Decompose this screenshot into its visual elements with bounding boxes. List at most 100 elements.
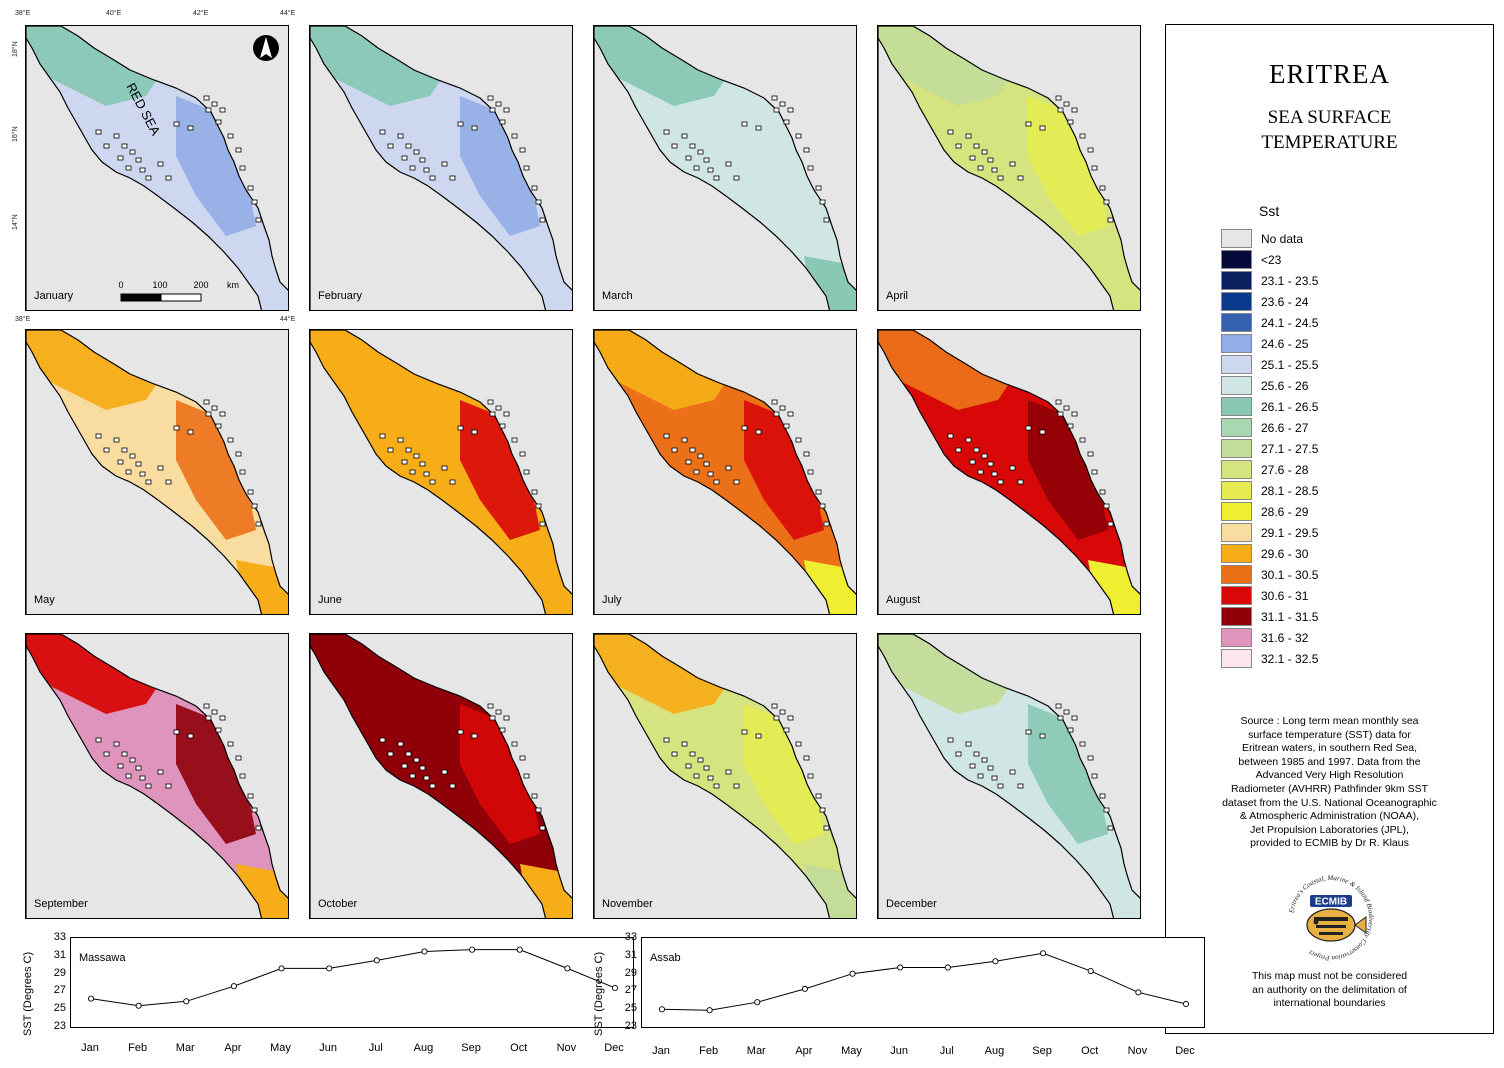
series-line — [90, 949, 616, 1007]
chart-station-name: Massawa — [79, 952, 126, 964]
source-line: Eritrean waters, in southern Red Sea, — [1241, 742, 1418, 755]
legend-swatch — [1221, 292, 1252, 311]
month-label: November — [602, 898, 653, 910]
x-tick-label: Jun — [319, 1042, 338, 1054]
legend-item: 31.1 - 31.5 — [1221, 606, 1318, 627]
data-point — [611, 984, 619, 992]
x-tick-label: Jul — [368, 1042, 383, 1054]
map-february: February — [309, 25, 573, 311]
map-march: March — [593, 25, 857, 311]
x-tick-label: Mar — [175, 1042, 195, 1054]
legend-swatch — [1221, 418, 1252, 437]
source-line: dataset from the U.S. National Oceanogra… — [1222, 796, 1437, 809]
data-point — [944, 964, 951, 971]
legend-title: Sst — [1259, 203, 1280, 219]
y-tick-label: 25 — [624, 1002, 637, 1015]
scale-label: km — [227, 280, 239, 290]
lon-label-44-mid: 44°E — [280, 316, 296, 323]
y-tick-label: 33 — [53, 931, 66, 943]
data-point — [326, 965, 333, 972]
legend-item: No data — [1221, 228, 1303, 249]
legend-swatch — [1221, 334, 1252, 353]
legend-label: 29.6 - 30 — [1261, 546, 1309, 561]
disclaimer-note: This map must not be considered an author… — [1176, 970, 1483, 1011]
legend-label: 28.1 - 28.5 — [1261, 483, 1319, 498]
legend-item: 25.6 - 26 — [1221, 375, 1308, 396]
x-tick-label: Aug — [413, 1042, 434, 1054]
lon-label-38: 38°E — [15, 10, 31, 17]
data-point — [1182, 1000, 1190, 1008]
legend-swatch — [1221, 565, 1252, 584]
x-tick-label: Apr — [795, 1045, 813, 1057]
legend-label: 26.6 - 27 — [1261, 420, 1309, 435]
x-tick-label: Mar — [746, 1045, 766, 1057]
legend-label: 32.1 - 32.5 — [1261, 651, 1319, 666]
month-label: June — [318, 594, 342, 606]
lat-label-18: 18°N — [12, 41, 19, 57]
disclaimer-line: This map must not be considered — [1251, 970, 1408, 982]
legend-swatch — [1221, 313, 1252, 332]
map-december: December — [877, 633, 1141, 919]
month-label: September — [34, 898, 88, 910]
legend-item: 23.6 - 24 — [1221, 291, 1308, 312]
scale-bar: 0 100 200 km — [118, 280, 239, 302]
north-arrow-icon — [253, 35, 279, 61]
month-label: December — [886, 898, 937, 910]
legend-label: 24.6 - 25 — [1261, 336, 1309, 351]
y-axis-label: SST (Degrees C) — [22, 951, 34, 1036]
data-point — [992, 958, 999, 965]
month-label: July — [602, 594, 622, 606]
map-october: October — [309, 633, 573, 919]
legend-swatch — [1221, 250, 1252, 269]
legend-swatch — [1221, 439, 1252, 458]
map-june: June — [309, 329, 573, 615]
map-november: November — [593, 633, 857, 919]
legend-item: 27.1 - 27.5 — [1221, 438, 1318, 459]
month-label: March — [602, 290, 633, 302]
legend-item: 30.6 - 31 — [1221, 585, 1308, 606]
month-label: April — [886, 290, 909, 302]
data-point — [421, 948, 428, 955]
scale-label: 200 — [193, 280, 208, 290]
ecmib-logo: Eritrea's Coastal, Marine & Island Biodi… — [1287, 874, 1375, 962]
legend-swatch — [1221, 355, 1252, 374]
scale-label: 0 — [118, 280, 123, 290]
x-tick-label: Oct — [510, 1042, 528, 1054]
month-label: August — [886, 594, 921, 606]
x-tick-label: Apr — [224, 1042, 242, 1054]
legend-label: 25.1 - 25.5 — [1261, 357, 1319, 372]
map-july: July — [593, 329, 857, 615]
legend-label: No data — [1261, 231, 1304, 246]
x-tick-label: May — [841, 1045, 862, 1057]
source-note: Source : Long term mean monthly sea surfa… — [1176, 715, 1483, 851]
legend-label: 31.6 - 32 — [1261, 630, 1309, 645]
legend-item: 31.6 - 32 — [1221, 627, 1308, 648]
legend-item: 24.1 - 24.5 — [1221, 312, 1318, 333]
map-september: September — [25, 633, 289, 919]
legend-label: 28.6 - 29 — [1261, 504, 1309, 519]
x-tick-label: Nov — [1127, 1045, 1148, 1057]
subtitle-line-2: TEMPERATURE — [1261, 132, 1398, 153]
legend-item: 27.6 - 28 — [1221, 459, 1308, 480]
x-tick-label: Feb — [699, 1045, 719, 1057]
legend-swatch — [1221, 376, 1252, 395]
legend-label: 23.6 - 24 — [1261, 294, 1309, 309]
x-tick-label: Jan — [652, 1045, 670, 1057]
x-tick-label: Jun — [890, 1045, 909, 1057]
legend-item: 26.6 - 27 — [1221, 417, 1308, 438]
map-april: April — [877, 25, 1141, 311]
legend-label: 27.6 - 28 — [1261, 462, 1309, 477]
legend-swatch — [1221, 271, 1252, 290]
lon-label-38-mid: 38°E — [15, 316, 31, 323]
data-point — [658, 1006, 666, 1013]
legend-panel: ERITREA SEA SURFACE TEMPERATURE Sst No d… — [1165, 24, 1494, 1034]
source-line: provided to ECMIB by Dr R. Klaus — [1250, 837, 1409, 850]
legend-item: 29.1 - 29.5 — [1221, 522, 1318, 543]
lon-label-40: 40°E — [106, 10, 122, 17]
legend-label: 31.1 - 31.5 — [1261, 609, 1319, 624]
x-tick-label: Sep — [461, 1042, 481, 1054]
data-point — [897, 964, 904, 971]
data-point — [87, 995, 95, 1002]
data-point — [469, 946, 476, 953]
map-may: May — [25, 329, 289, 615]
